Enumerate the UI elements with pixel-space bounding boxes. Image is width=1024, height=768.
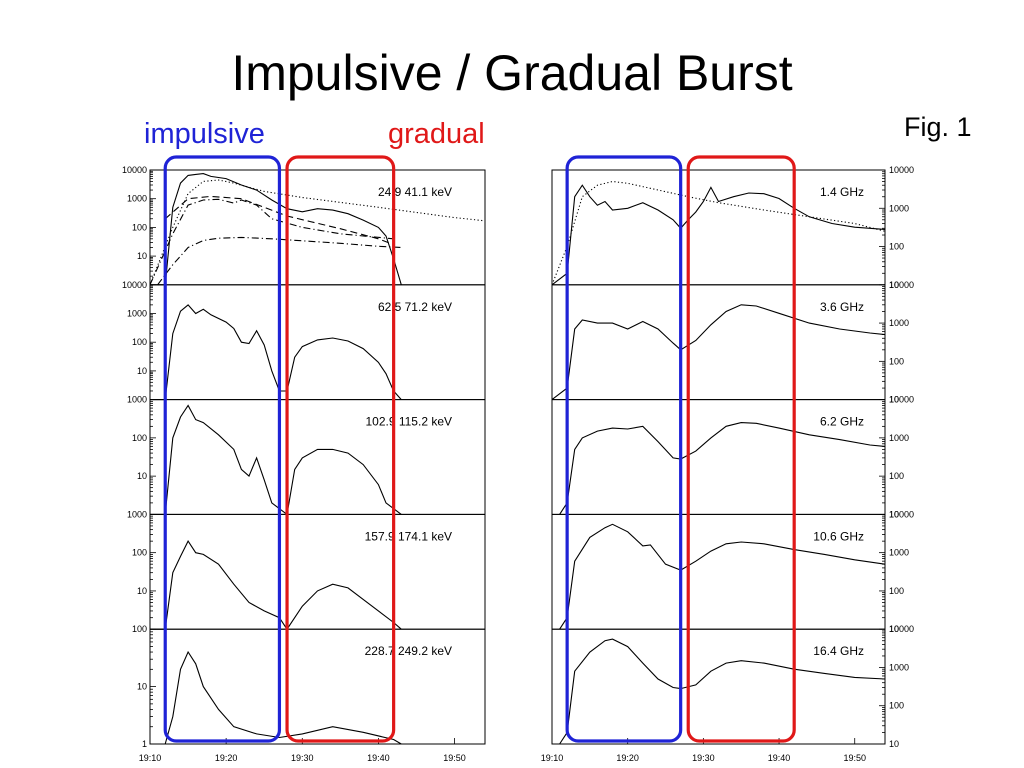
x-tick-label: 19:10 xyxy=(541,753,564,763)
gradual-label: gradual xyxy=(388,118,485,150)
series-line-0 xyxy=(150,650,402,745)
y-tick-label: 1000 xyxy=(889,203,909,213)
x-tick-label: 19:40 xyxy=(768,753,791,763)
y-tick-label: 1000 xyxy=(889,548,909,558)
panel-frame xyxy=(551,628,886,745)
y-tick-label: 10000 xyxy=(122,280,147,290)
series-line-2 xyxy=(149,198,394,286)
y-tick-label: 100 xyxy=(889,586,904,596)
series-line-0 xyxy=(150,304,402,401)
x-tick-label: 19:20 xyxy=(215,753,238,763)
panel-label: 1.4 GHz xyxy=(820,185,864,199)
y-tick-label: 10 xyxy=(889,509,899,519)
y-tick-label: 10 xyxy=(137,471,147,481)
y-tick-label: 100 xyxy=(132,222,147,232)
y-tick-label: 10000 xyxy=(889,624,914,634)
y-tick-label: 1000 xyxy=(127,194,147,204)
y-tick-label: 1000 xyxy=(889,662,909,672)
x-tick-label: 19:50 xyxy=(443,753,466,763)
series-line-0 xyxy=(559,422,886,515)
panel-label: 16.4 GHz xyxy=(813,644,864,658)
radio-panel-2: 10000 1000 100 10 6.2 GHz xyxy=(551,395,914,519)
x-tick-label: 19:10 xyxy=(139,753,162,763)
panel-label: 24.9 41.1 keV xyxy=(378,185,452,199)
hxr-panel-1: 10000 1000 100 10 62.5 71.2 keV xyxy=(122,280,486,401)
hxr-panel-0: 10000 1000 100 10 24.9 41.1 keV xyxy=(122,165,486,286)
y-tick-label: 1000 xyxy=(127,509,147,519)
y-tick-label: 10 xyxy=(889,624,899,634)
y-tick-label: 10 xyxy=(137,586,147,596)
series-line-0 xyxy=(150,404,402,516)
panel-label: 157.9 174.1 keV xyxy=(365,529,452,543)
y-tick-label: 100 xyxy=(132,337,147,347)
series-line-0 xyxy=(551,304,886,401)
highlight-box-impulsive xyxy=(565,155,683,743)
y-tick-label: 10 xyxy=(137,251,147,261)
y-tick-label: 10 xyxy=(889,280,899,290)
radio-panel-1: 10000 1000 100 10 3.6 GHz xyxy=(551,280,914,405)
radio-panel-4: 10000 1000 100 10 16.4 GHz xyxy=(551,624,914,749)
y-tick-label: 100 xyxy=(889,356,904,366)
panel-label: 62.5 71.2 keV xyxy=(378,300,452,314)
y-tick-label: 100 xyxy=(889,242,904,252)
y-tick-label: 100 xyxy=(132,548,147,558)
highlight-box-gradual xyxy=(285,155,396,743)
panel-label: 102.9 115.2 keV xyxy=(365,415,452,429)
y-tick-label: 10 xyxy=(137,682,147,692)
y-tick-label: 100 xyxy=(132,433,147,443)
panel-label: 6.2 GHz xyxy=(820,415,864,429)
hxr-panel-4: 100 10 1 228.7 249.2 keV xyxy=(132,624,486,749)
panel-label: 228.7 249.2 keV xyxy=(365,644,452,658)
x-tick-label: 19:40 xyxy=(367,753,390,763)
hxr-panel-2: 1000 100 10 102.9 115.2 keV xyxy=(127,395,486,516)
x-tick-label: 19:30 xyxy=(291,753,314,763)
y-tick-label: 1000 xyxy=(127,395,147,405)
x-tick-label: 19:50 xyxy=(843,753,866,763)
figure-label: Fig. 1 xyxy=(904,112,972,142)
series-line-0 xyxy=(559,638,886,745)
x-tick-label: 19:30 xyxy=(692,753,715,763)
series-line-0 xyxy=(150,173,402,286)
y-tick-label: 100 xyxy=(889,701,904,711)
highlight-box-impulsive xyxy=(163,155,282,743)
series-line-3 xyxy=(157,236,402,286)
y-tick-label: 10 xyxy=(889,739,899,749)
panel-label: 10.6 GHz xyxy=(813,529,864,543)
y-tick-label: 10000 xyxy=(889,280,914,290)
y-tick-label: 1000 xyxy=(889,433,909,443)
highlight-box-gradual xyxy=(686,155,796,743)
radio-panel-3: 10000 1000 100 10 10.6 GHz xyxy=(551,509,914,634)
y-tick-label: 10000 xyxy=(889,509,914,519)
y-tick-label: 10000 xyxy=(889,395,914,405)
y-tick-label: 10000 xyxy=(122,165,147,175)
series-line-0 xyxy=(150,539,402,631)
y-tick-label: 10000 xyxy=(889,165,914,175)
series-line-0 xyxy=(551,184,886,286)
series-line-1 xyxy=(149,179,486,286)
y-tick-label: 100 xyxy=(132,624,147,634)
impulsive-label: impulsive xyxy=(144,118,265,150)
y-tick-label: 1000 xyxy=(127,309,147,319)
y-tick-label: 10 xyxy=(889,395,899,405)
x-tick-label: 19:20 xyxy=(616,753,639,763)
series-line-0 xyxy=(559,523,886,630)
slide-title: Impulsive / Gradual Burst xyxy=(231,45,793,101)
y-tick-label: 10 xyxy=(137,366,147,376)
panel-label: 3.6 GHz xyxy=(820,300,864,314)
radio-panel-0: 10000 1000 100 10 1.4 GHz xyxy=(551,165,914,290)
series-line-1 xyxy=(551,180,886,286)
hxr-panel-3: 1000 100 10 157.9 174.1 keV xyxy=(127,509,486,631)
y-tick-label: 1 xyxy=(142,739,147,749)
y-tick-label: 100 xyxy=(889,471,904,481)
y-tick-label: 1000 xyxy=(889,318,909,328)
